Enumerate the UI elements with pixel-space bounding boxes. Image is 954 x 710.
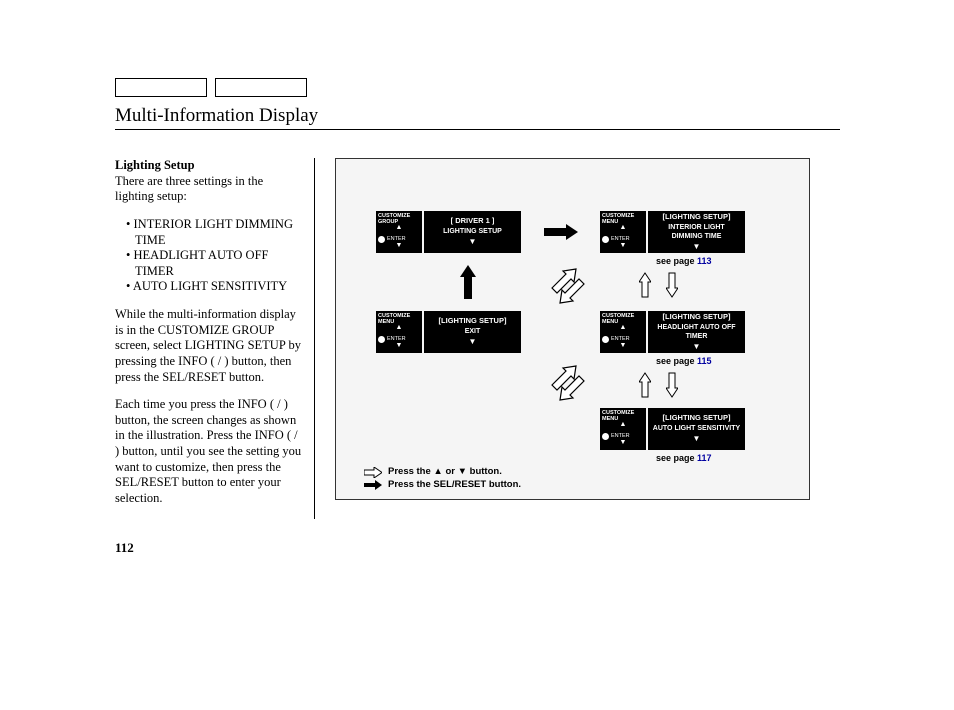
page-title: Multi-Information Display — [115, 105, 840, 130]
page-number: 112 — [115, 540, 134, 556]
bullet-item: HEADLIGHT AUTO OFF TIMER — [121, 248, 304, 279]
paragraph-1: While the multi-information display is i… — [115, 307, 304, 385]
panel-driver1: CUSTOMIZE GROUP ▲ ENTER ▼ [ DRIVER 1 ] L… — [376, 211, 521, 253]
panel-exit: CUSTOMIZE MENU ▲ ENTER ▼ [LIGHTING SETUP… — [376, 311, 521, 353]
see-page-117[interactable]: see page 117 — [656, 453, 712, 463]
text-column: Lighting Setup There are three settings … — [115, 158, 315, 519]
intro-text: There are three settings in the lighting… — [115, 174, 263, 204]
see-page-113[interactable]: see page 113 — [656, 256, 712, 266]
diagram: CUSTOMIZE GROUP ▲ ENTER ▼ [ DRIVER 1 ] L… — [335, 158, 810, 500]
bullet-item: AUTO LIGHT SENSITIVITY — [121, 279, 304, 295]
see-page-115[interactable]: see page 115 — [656, 356, 712, 366]
panel-interior-light: CUSTOMIZE MENU ▲ ENTER ▼ [LIGHTING SETUP… — [600, 211, 745, 253]
double-arrow-diag-icon — [546, 361, 590, 405]
arrow-down-hollow-icon — [666, 272, 678, 298]
section-heading: Lighting Setup — [115, 158, 195, 172]
paragraph-2: Each time you press the INFO ( / ) butto… — [115, 397, 304, 506]
bullet-item: INTERIOR LIGHT DIMMING TIME — [121, 217, 304, 248]
arrow-up-hollow-icon — [639, 272, 651, 298]
arrow-right-hollow-icon — [364, 467, 382, 478]
legend: Press the ▲ or ▼ button. Press the SEL/R… — [364, 466, 521, 491]
arrow-down-hollow-icon — [666, 372, 678, 398]
arrow-right-solid-icon — [364, 480, 382, 490]
crop-marks — [115, 78, 840, 97]
bullet-list: INTERIOR LIGHT DIMMING TIME HEADLIGHT AU… — [115, 217, 304, 295]
panel-headlight: CUSTOMIZE MENU ▲ ENTER ▼ [LIGHTING SETUP… — [600, 311, 745, 353]
arrow-up-hollow-icon — [639, 372, 651, 398]
panel-autolight: CUSTOMIZE MENU ▲ ENTER ▼ [LIGHTING SETUP… — [600, 408, 745, 450]
double-arrow-diag-icon — [546, 264, 590, 308]
